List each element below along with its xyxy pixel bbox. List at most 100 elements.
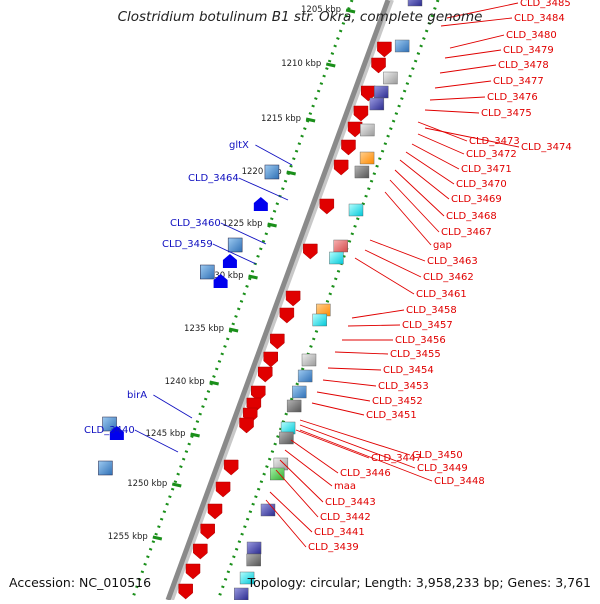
gene-label: CLD_3485 [520, 0, 571, 9]
gene-label: CLD_3473 [469, 136, 520, 147]
reverse-gene-arrow [263, 351, 278, 368]
kbp-label: 1225 kbp [223, 219, 263, 229]
gene-label-leader [347, 324, 401, 327]
forward-gene-box [227, 237, 243, 253]
gene-feature-box [297, 369, 313, 383]
gene-feature-box [279, 431, 294, 445]
backbone-shadow [170, 0, 394, 601]
reverse-gene-arrow [193, 543, 208, 560]
gene-label-leader [354, 257, 415, 295]
reverse-gene-arrow [207, 503, 223, 520]
kbp-tick [171, 482, 182, 488]
gene-label: CLD_3458 [406, 305, 457, 316]
gene-label-leader [134, 429, 179, 453]
gene-label-leader [295, 429, 370, 459]
gene-label: CLD_3455 [390, 349, 441, 360]
gene-label: CLD_3441 [314, 527, 365, 538]
gene-label-leader [299, 429, 433, 482]
kbp-tick [286, 170, 296, 176]
gene-label-leader [212, 243, 257, 265]
kbp-tick [345, 8, 356, 14]
gene-label: CLD_3464 [188, 173, 239, 184]
gene-feature-box [260, 503, 276, 517]
kbp-tick [190, 432, 200, 438]
kbp-tick [209, 380, 219, 386]
reverse-gene-arrow [185, 563, 201, 580]
gene-label: CLD_3452 [372, 396, 423, 407]
gene-label-leader [316, 391, 371, 402]
gene-label-leader [220, 222, 267, 245]
gene-label: CLD_3447 [371, 453, 422, 464]
genome-title: Clostridium botulinum B1 str. Okra, comp… [117, 9, 483, 25]
kbp-label: 1230 kbp [203, 271, 243, 281]
gene-feature-box [359, 151, 375, 165]
gene-label: CLD_3467 [441, 227, 492, 238]
gene-label-leader [444, 49, 502, 59]
kbp-tick [152, 535, 163, 541]
gene-label: CLD_3457 [402, 320, 453, 331]
gene-label-leader [424, 109, 480, 114]
gene-label-leader [299, 424, 416, 469]
gene-feature-box [239, 571, 255, 585]
reverse-gene-arrow [353, 105, 369, 122]
gene-label: CLD_3454 [383, 365, 434, 376]
gene-label-leader [153, 394, 193, 419]
gene-label-leader [399, 159, 450, 200]
reverse-gene-arrow [371, 57, 386, 74]
kbp-tick [228, 327, 239, 333]
gene-feature-box [374, 85, 389, 99]
gene-label-leader [440, 17, 513, 27]
gene-label-leader [434, 80, 492, 89]
gene-feature-box [333, 239, 348, 253]
reverse-gene-arrow [279, 307, 295, 324]
gene-label: CLD_3450 [412, 450, 463, 461]
gene-label-leader [284, 449, 333, 487]
gene-label-leader [299, 419, 411, 456]
gene-feature-box [286, 399, 302, 413]
forward-gene-box [200, 264, 215, 280]
forward-gene-box [264, 164, 280, 180]
reverse-gene-arrow [239, 417, 254, 434]
gene-label: CLD_3442 [320, 512, 371, 523]
gene-label-leader [334, 351, 389, 355]
gene-feature-box [354, 165, 370, 179]
gene-feature-box [270, 467, 285, 481]
gene-feature-box [348, 203, 364, 217]
gene-label-leader [255, 144, 293, 166]
gene-label: CLD_3476 [487, 92, 538, 103]
kbp-tick [325, 62, 336, 68]
gene-label-leader [311, 402, 365, 416]
gene-label-leader [238, 177, 289, 201]
reverse-gene-arrow [251, 385, 266, 402]
gene-label: CLD_3475 [481, 108, 532, 119]
gene-feature-box [292, 385, 307, 399]
reverse-gene-arrow [223, 459, 239, 476]
left-ruler-track [130, 0, 354, 601]
gene-label-leader [369, 239, 426, 262]
gene-label: CLD_3478 [498, 60, 549, 71]
gene-label-leader [275, 469, 319, 518]
gene-label-leader [449, 34, 505, 49]
gene-label: CLD_3468 [446, 211, 497, 222]
reverse-gene-arrow [215, 481, 231, 498]
gene-label: CLD_3472 [466, 149, 517, 160]
gene-label-leader [424, 127, 520, 148]
forward-gene-arrow [109, 426, 124, 440]
gene-label-leader [327, 367, 382, 371]
gene-label-leader [394, 169, 445, 217]
reverse-gene-arrow [377, 41, 392, 58]
gene-label: CLD_3453 [378, 381, 429, 392]
gene-label: gap [433, 240, 452, 251]
kbp-label: 1240 kbp [165, 377, 205, 387]
gene-label: CLD_3462 [423, 272, 474, 283]
reverse-gene-arrow [333, 159, 349, 176]
gene-feature-box [246, 553, 261, 567]
forward-gene-arrow [253, 197, 268, 211]
gene-label: CLD_3440 [84, 425, 135, 436]
gene-label: CLD_3446 [340, 468, 391, 479]
gene-feature-box [407, 0, 423, 7]
kbp-label: 1255 kbp [108, 532, 148, 542]
gene-feature-box [394, 39, 410, 53]
gene-feature-box [233, 587, 249, 601]
